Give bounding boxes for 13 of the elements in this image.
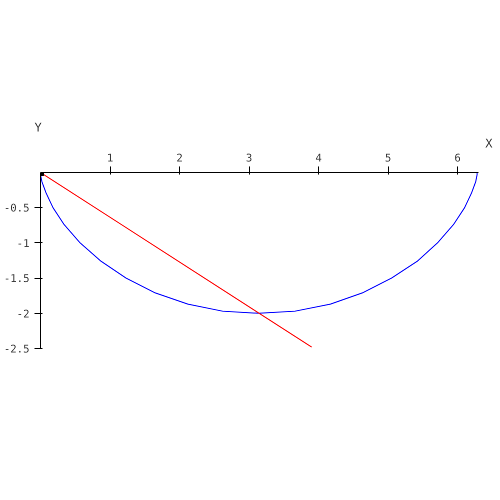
x-tick-label: 5 <box>384 152 392 164</box>
x-tick-label: 6 <box>454 152 461 164</box>
y-tick-label: -1 <box>16 236 30 250</box>
x-tick-label: 3 <box>246 152 252 164</box>
y-tick-label: -2.5 <box>4 342 30 356</box>
y-tick-label: -1.5 <box>4 272 30 286</box>
x-tick-label: 1 <box>106 152 114 164</box>
y-tick-label: -0.5 <box>4 202 30 215</box>
y-axis-title: Y <box>34 120 42 134</box>
x-axis-title: X <box>485 136 494 150</box>
x-tick-label: 4 <box>315 152 322 164</box>
x-tick-label: 2 <box>176 152 183 164</box>
y-tick-label: -2 <box>16 307 30 320</box>
